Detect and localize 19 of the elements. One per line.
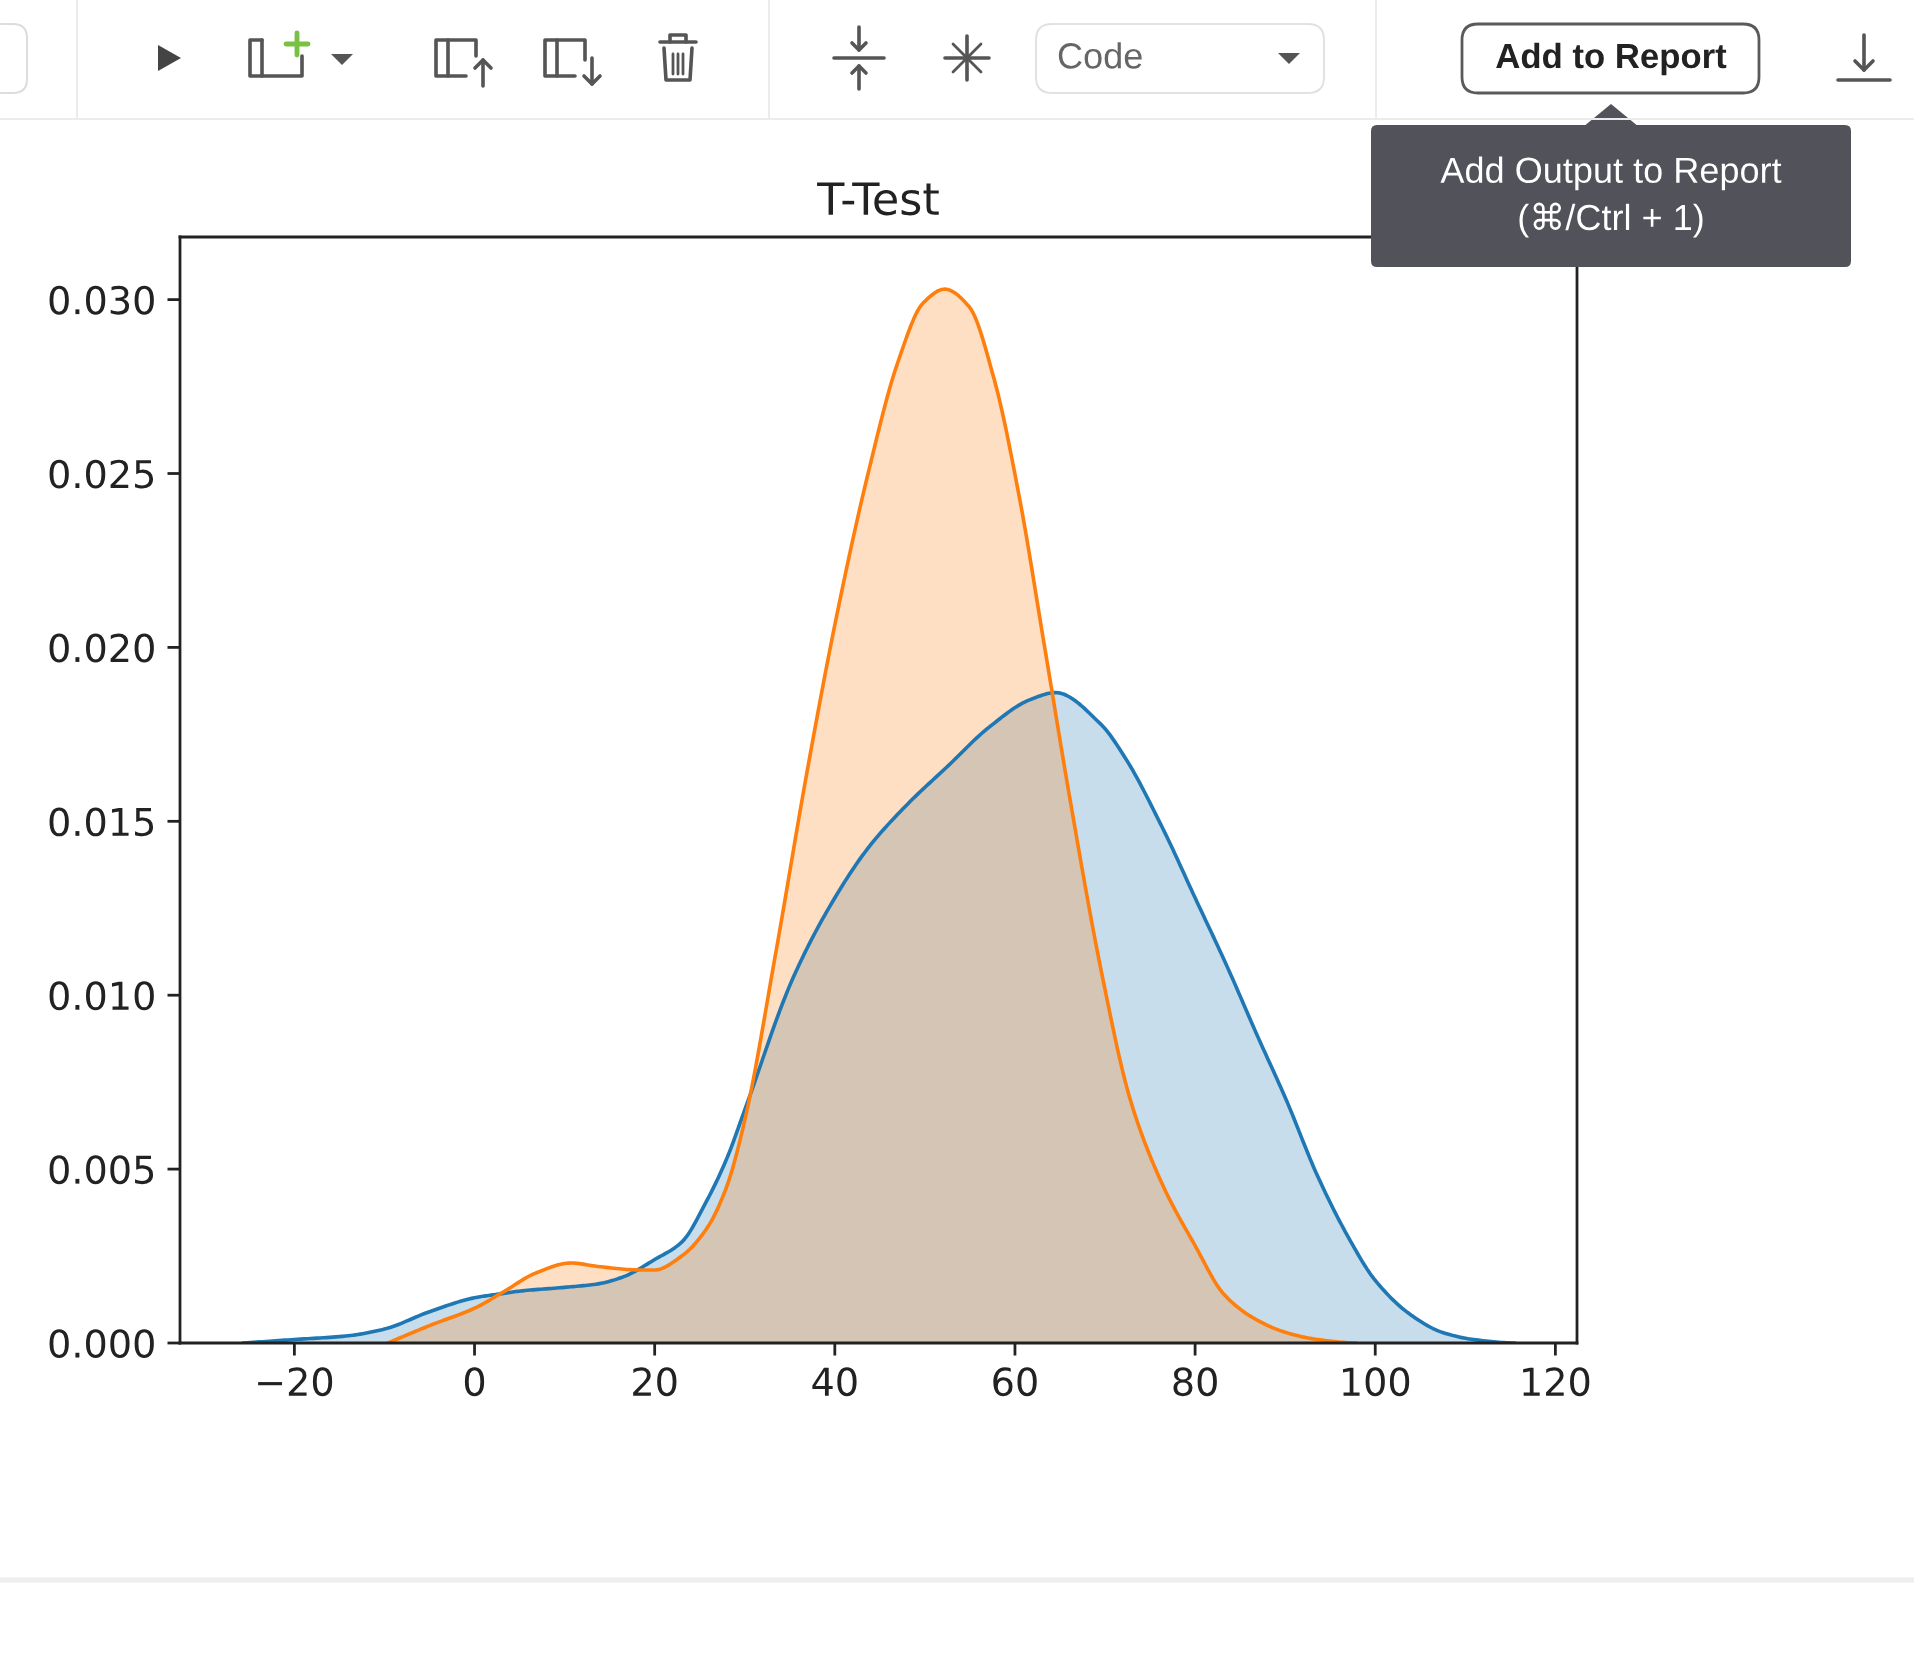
y-tick-label: 0.030 [49, 285, 154, 315]
x-tick-label: 120 [1523, 1367, 1590, 1397]
chart-title: T-Test [817, 182, 939, 216]
x-tick-label: 80 [1173, 1367, 1217, 1397]
x-tick-label: 20 [633, 1367, 677, 1397]
y-tick-label: 0.020 [49, 633, 154, 663]
y-tick-label: 0.005 [49, 1155, 154, 1185]
x-tick-label: 100 [1342, 1367, 1410, 1397]
annotation: Add Output to Report (⌘/Ctrl + 1) [1440, 156, 1782, 238]
text: Add to Report [1496, 42, 1727, 76]
x-tick-label: 0 [464, 1367, 485, 1397]
text: Code [1058, 42, 1142, 69]
y-tick-label: 0.010 [49, 981, 154, 1011]
y-tick-label: 0.000 [49, 1329, 154, 1359]
y-tick-label: 0.025 [49, 459, 154, 489]
x-tick-label: 60 [993, 1367, 1037, 1397]
x-tick-label: −20 [258, 1367, 333, 1397]
y-tick-label: 0.015 [49, 807, 154, 837]
x-tick-label: 40 [812, 1367, 857, 1397]
